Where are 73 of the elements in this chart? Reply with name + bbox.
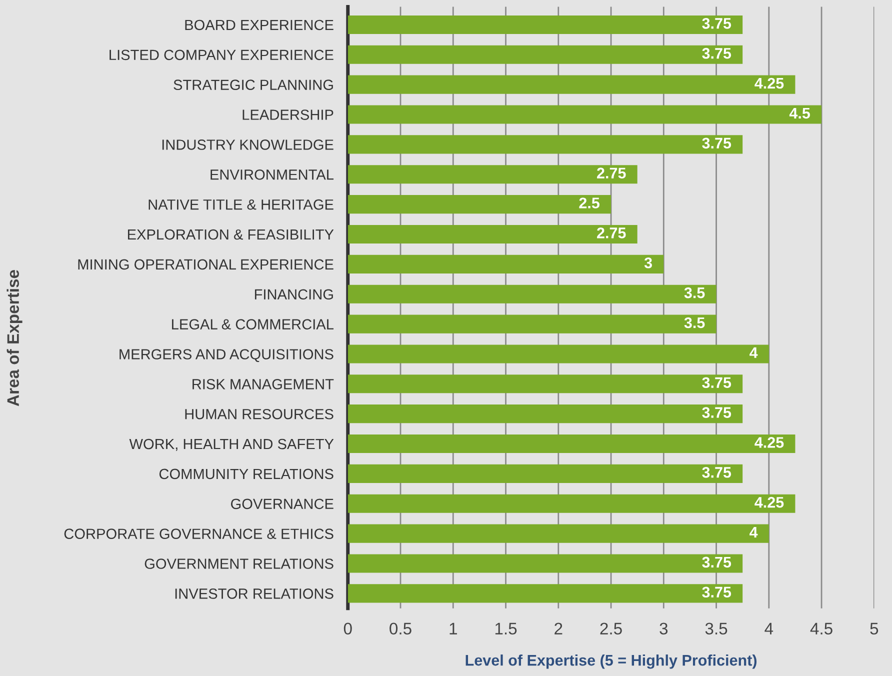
data-label: 4 (750, 527, 758, 538)
y-tick-label: CORPORATE GOVERNANCE & ETHICS (64, 528, 334, 539)
x-tick-label: 3.5 (705, 622, 728, 635)
bar (348, 434, 796, 454)
y-tick-label: MERGERS AND ACQUISITIONS (120, 349, 334, 362)
x-tick-label: 0.5 (390, 622, 412, 635)
x-axis-title: Level of Expertise (5 = Highly Proficient) (466, 654, 757, 669)
y-tick-label: INDUSTRY KNOWLEDGE (162, 140, 334, 150)
data-label: 4.5 (789, 108, 810, 119)
bar (348, 195, 612, 214)
x-tick-label: 4.5 (810, 622, 832, 635)
x-tick-label: 3 (660, 622, 668, 635)
y-tick-label: LEGAL & COMMERCIAL (172, 319, 334, 330)
bar (348, 584, 743, 603)
y-tick-label: FINANCING (254, 289, 333, 300)
data-label: 2.5 (579, 198, 600, 208)
bar (348, 75, 796, 94)
x-tick-label: 1 (450, 622, 457, 634)
data-label: 3.75 (702, 586, 732, 598)
bar (348, 165, 638, 184)
data-label: 3 (644, 257, 652, 268)
data-label: 4.25 (754, 496, 784, 508)
data-label: 4 (750, 347, 758, 358)
y-tick-label: INVESTOR RELATIONS (175, 588, 334, 599)
data-label: 4.25 (754, 437, 784, 448)
bar (348, 404, 743, 424)
bar (348, 135, 743, 154)
data-label: 3.75 (702, 138, 732, 149)
data-label: 4.25 (754, 78, 784, 89)
y-tick-label: HUMAN RESOURCES (185, 408, 334, 420)
y-tick-label: STRATEGIC PLANNING (174, 80, 333, 90)
y-tick-label: COMMUNITY RELATIONS (159, 468, 334, 480)
y-tick-label: BOARD EXPERIENCE (185, 20, 334, 30)
bar (348, 224, 638, 244)
bar (348, 45, 743, 64)
data-label: 3.5 (684, 287, 705, 298)
x-tick-label: 2.5 (600, 622, 622, 635)
bar (348, 15, 743, 34)
bar (348, 284, 716, 304)
bar (348, 494, 796, 513)
data-label: 2.75 (597, 228, 626, 238)
x-tick-label: 1.5 (495, 622, 517, 635)
y-tick-label: LEADERSHIP (242, 110, 334, 120)
bar (348, 254, 664, 274)
x-tick-label: 2 (554, 622, 562, 634)
y-tick-label: EXPLORATION & FEASIBILITY (128, 229, 334, 240)
y-tick-label: GOVERNMENT RELATIONS (144, 558, 334, 569)
y-tick-label: LISTED COMPANY EXPERIENCE (110, 50, 334, 60)
y-tick-label: NATIVE TITLE & HERITAGE (148, 199, 334, 210)
data-label: 2.75 (597, 168, 626, 178)
data-label: 3.75 (702, 556, 732, 568)
y-tick-label: RISK MANAGEMENT (192, 379, 334, 390)
data-label: 3.75 (702, 407, 732, 418)
y-tick-label: MINING OPERATIONAL EXPERIENCE (78, 259, 334, 270)
bar (348, 554, 743, 573)
y-tick-label: WORK, HEALTH AND SAFETY (129, 438, 334, 451)
bar (348, 314, 716, 334)
x-tick-label: 4 (764, 622, 774, 634)
y-tick-label: GOVERNANCE (231, 498, 334, 510)
bar (348, 464, 743, 483)
x-tick-label: 0 (344, 622, 352, 635)
bar (348, 374, 743, 394)
data-label: 3.75 (702, 466, 732, 478)
data-label: 3.5 (684, 317, 705, 328)
y-tick-label: ENVIRONMENTAL (210, 169, 334, 180)
data-label: 3.75 (702, 377, 732, 388)
x-tick-label: 5 (870, 622, 878, 635)
data-label: 3.75 (702, 18, 732, 29)
bar (348, 344, 769, 364)
bar (348, 524, 769, 543)
y-axis-title: Area of Expertise (6, 270, 22, 406)
bar (348, 105, 822, 124)
data-label: 3.75 (702, 48, 732, 59)
